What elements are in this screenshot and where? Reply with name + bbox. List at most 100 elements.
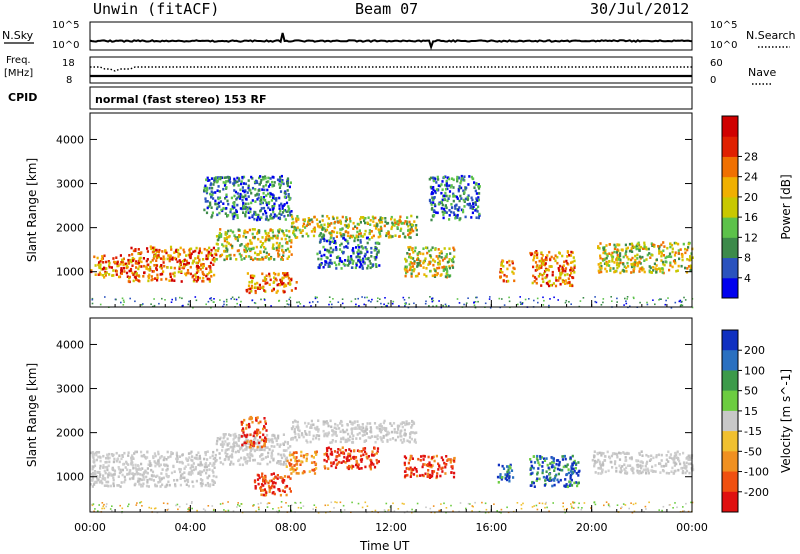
echo-cell	[256, 416, 259, 419]
echo-cell	[375, 253, 378, 256]
near-range-echo	[263, 299, 266, 301]
near-range-echo	[667, 297, 669, 299]
echo-cell	[399, 229, 402, 232]
echo-cell	[162, 255, 165, 258]
near-range-echo	[205, 303, 207, 306]
echo-cell	[142, 453, 146, 457]
echo-cell	[685, 271, 689, 274]
echo-cell	[209, 261, 213, 265]
echo-cell	[438, 262, 441, 266]
echo-cell	[195, 246, 198, 250]
echo-cell	[199, 464, 202, 467]
echo-cell	[313, 461, 316, 464]
echo-cell	[224, 440, 227, 443]
echo-cell	[459, 217, 462, 220]
echo-cell	[199, 457, 202, 460]
echo-cell	[181, 472, 184, 476]
echo-cell	[324, 248, 327, 252]
echo-cell	[543, 263, 547, 267]
echo-cell	[448, 194, 451, 198]
echo-cell	[497, 481, 500, 484]
echo-cell	[131, 271, 134, 275]
echo-cell	[687, 246, 690, 249]
echo-cell	[224, 182, 227, 185]
colorbar-swatch	[722, 330, 738, 351]
echo-cell	[432, 188, 435, 192]
echo-cell	[196, 457, 199, 461]
echo-cell	[259, 462, 262, 466]
echo-cell	[173, 271, 176, 275]
echo-cell	[212, 197, 215, 200]
echo-cell	[379, 422, 382, 426]
echo-cell	[404, 456, 408, 460]
echo-cell	[104, 461, 107, 464]
echo-cell	[382, 427, 385, 430]
near-range-echo	[607, 503, 610, 505]
echo-cell	[158, 476, 161, 479]
echo-cell	[638, 451, 641, 455]
echo-cell	[274, 234, 277, 238]
near-range-echo	[194, 296, 197, 298]
echo-cell	[275, 439, 278, 443]
echo-cell	[246, 453, 249, 456]
echo-cell	[199, 471, 202, 474]
echo-cell	[146, 250, 149, 253]
echo-cell	[661, 267, 664, 270]
echo-cell	[241, 463, 244, 467]
echo-cell	[445, 268, 448, 271]
echo-cell	[360, 428, 363, 432]
echo-cell	[568, 281, 571, 284]
echo-cell	[250, 274, 253, 278]
echo-cell	[241, 427, 245, 430]
echo-cell	[282, 254, 285, 257]
echo-cell	[203, 208, 206, 212]
near-range-echo	[545, 501, 547, 504]
near-range-echo	[476, 296, 478, 299]
echo-cell	[511, 270, 514, 274]
echo-cell	[404, 474, 407, 478]
near-range-echo	[240, 300, 242, 303]
echo-cell	[432, 186, 435, 189]
echo-cell	[104, 274, 107, 277]
near-range-echo	[428, 305, 430, 307]
echo-cell	[558, 460, 561, 464]
echo-cell	[263, 476, 266, 479]
echo-cell	[157, 452, 160, 456]
echo-cell	[342, 460, 345, 463]
echo-cell	[186, 263, 189, 266]
echo-cell	[309, 426, 312, 429]
echo-cell	[552, 457, 555, 460]
echo-cell	[214, 456, 217, 460]
echo-cell	[272, 243, 275, 246]
echo-cell	[187, 271, 190, 275]
echo-cell	[430, 248, 433, 252]
echo-cell	[279, 493, 282, 497]
echo-cell	[639, 460, 642, 464]
echo-cell	[112, 473, 115, 476]
echo-cell	[664, 256, 667, 260]
echo-cell	[302, 471, 305, 475]
echo-cell	[203, 247, 206, 251]
near-range-echo	[196, 509, 198, 512]
echo-cell	[409, 432, 412, 435]
echo-cell	[349, 465, 352, 469]
echo-cell	[140, 478, 144, 482]
echo-cell	[281, 211, 285, 214]
echo-cell	[231, 213, 234, 216]
echo-cell	[290, 472, 293, 475]
echo-cell	[569, 480, 572, 483]
echo-cell	[185, 483, 188, 486]
echo-cell	[153, 460, 156, 463]
near-range-echo	[690, 501, 692, 504]
echo-cell	[100, 479, 103, 483]
echo-cell	[639, 262, 642, 265]
echo-cell	[387, 236, 391, 239]
echo-cell	[631, 256, 634, 260]
echo-cell	[357, 258, 360, 262]
echo-cell	[328, 265, 331, 268]
near-range-echo	[438, 300, 440, 302]
echo-cell	[372, 217, 375, 220]
echo-cell	[163, 464, 166, 467]
near-range-echo	[521, 303, 524, 305]
